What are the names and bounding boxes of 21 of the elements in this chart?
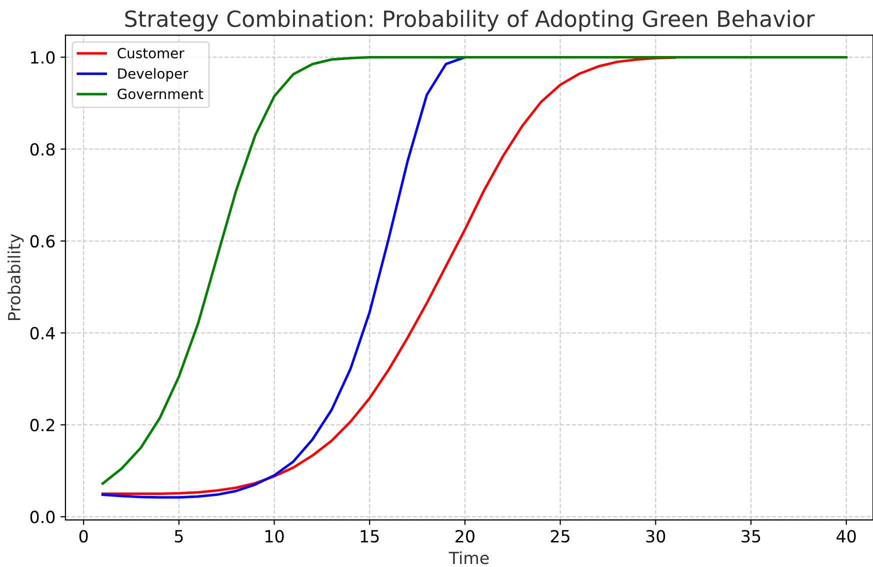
x-tick-label: 25 — [550, 530, 570, 543]
x-tick-label: 0 — [79, 530, 88, 543]
x-tick-label: 35 — [742, 530, 760, 543]
x-tick-label: 30 — [646, 530, 666, 543]
legend-label: Developer — [118, 68, 188, 82]
x-tick-label: 5 — [174, 530, 183, 543]
x-tick-label: 40 — [836, 530, 856, 543]
y-tick-label: 0.6 — [30, 234, 55, 248]
y-tick-label: 0.8 — [30, 143, 55, 156]
legend-label: Customer — [118, 48, 184, 58]
y-axis-title: Probability — [8, 234, 24, 320]
y-tick-label: 1.0 — [31, 51, 55, 64]
x-axis-title: Time — [448, 551, 489, 564]
y-tick-label: 0.2 — [30, 418, 54, 432]
y-tick-label: 0.0 — [30, 510, 55, 524]
x-tick-label: 10 — [265, 530, 284, 543]
y-tick-label: 0.4 — [30, 326, 55, 340]
legend-label: Government — [118, 88, 204, 100]
x-tick-label: 20 — [456, 530, 474, 543]
x-tick-label: 15 — [360, 530, 379, 543]
chart-title: Strategy Combination: Probability of Adopting Green Behavior — [125, 10, 815, 32]
